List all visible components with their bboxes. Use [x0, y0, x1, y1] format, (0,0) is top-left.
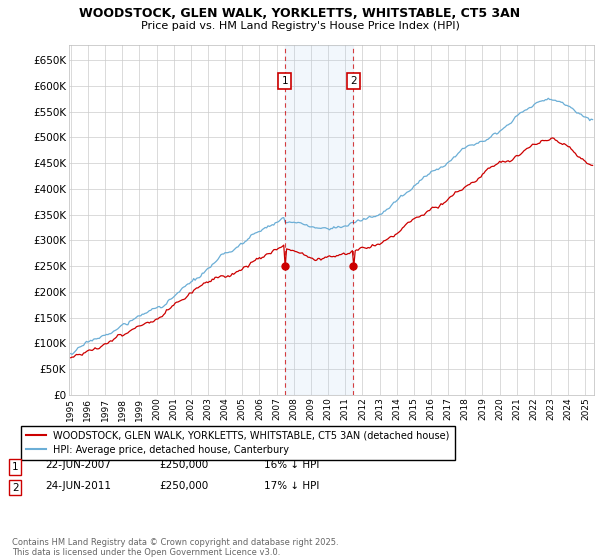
Text: £250,000: £250,000: [159, 481, 208, 491]
Bar: [284, 45, 353, 395]
Text: 1: 1: [281, 76, 288, 86]
Text: 22-JUN-2007: 22-JUN-2007: [45, 460, 111, 470]
Text: 24-JUN-2011: 24-JUN-2011: [45, 481, 111, 491]
Text: 17% ↓ HPI: 17% ↓ HPI: [264, 481, 319, 491]
Text: Contains HM Land Registry data © Crown copyright and database right 2025.
This d: Contains HM Land Registry data © Crown c…: [12, 538, 338, 557]
Text: Price paid vs. HM Land Registry's House Price Index (HPI): Price paid vs. HM Land Registry's House …: [140, 21, 460, 31]
Legend: WOODSTOCK, GLEN WALK, YORKLETTS, WHITSTABLE, CT5 3AN (detached house), HPI: Aver: WOODSTOCK, GLEN WALK, YORKLETTS, WHITSTA…: [22, 426, 455, 460]
Text: £250,000: £250,000: [159, 460, 208, 470]
Text: 1: 1: [12, 462, 19, 472]
Text: 16% ↓ HPI: 16% ↓ HPI: [264, 460, 319, 470]
Text: WOODSTOCK, GLEN WALK, YORKLETTS, WHITSTABLE, CT5 3AN: WOODSTOCK, GLEN WALK, YORKLETTS, WHITSTA…: [79, 7, 521, 20]
Text: 2: 2: [12, 483, 19, 493]
Text: 2: 2: [350, 76, 356, 86]
